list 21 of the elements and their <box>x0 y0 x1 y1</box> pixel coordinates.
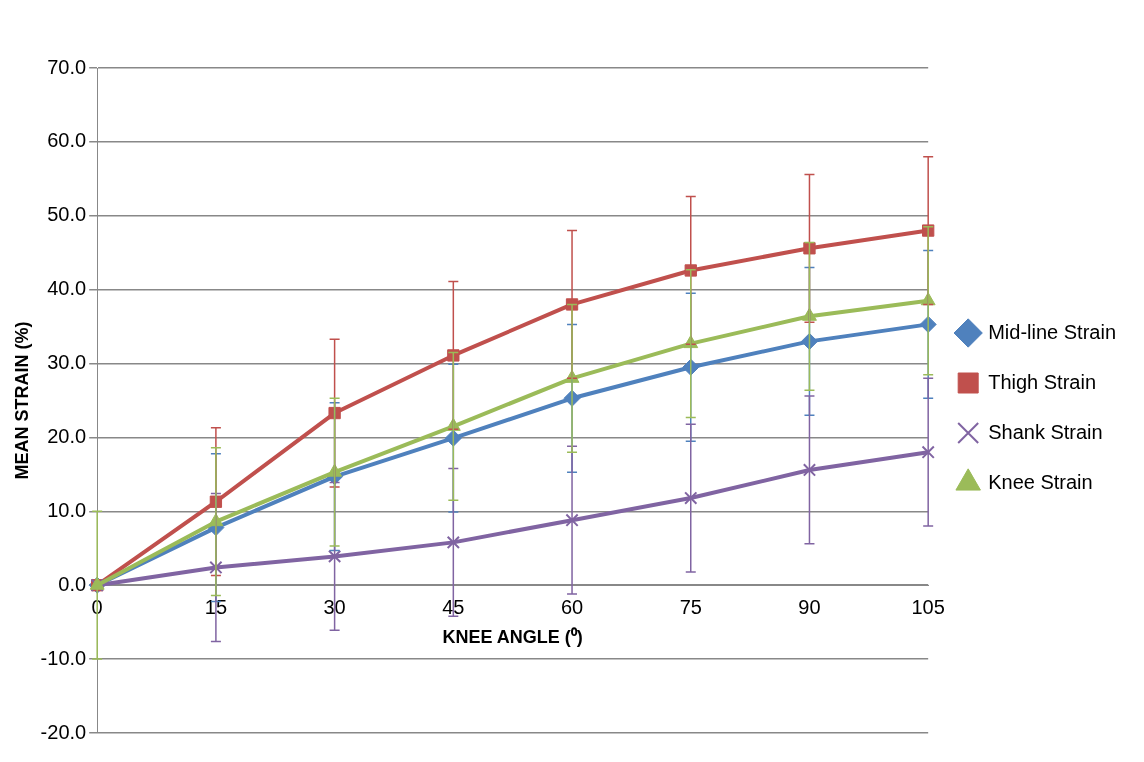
y-axis-title: MEAN STRAIN (%) <box>11 321 32 480</box>
legend-label: Mid-line Strain <box>988 320 1117 343</box>
x-tick-label: 60 <box>560 595 584 618</box>
y-tick-label: -10.0 <box>40 646 87 669</box>
x-tick-label: 105 <box>911 595 945 618</box>
x-tick-label: 75 <box>679 595 702 618</box>
x-tick-label: 90 <box>798 595 821 618</box>
y-tick-label: -20.0 <box>40 720 87 743</box>
legend-label: Thigh Strain <box>988 370 1097 393</box>
y-tick-label: 70.0 <box>47 55 87 78</box>
legend-label: Shank Strain <box>988 420 1103 443</box>
y-tick-label: 60.0 <box>47 129 87 152</box>
y-tick-label: 20.0 <box>47 424 87 447</box>
y-tick-label: 0.0 <box>58 572 87 595</box>
legend-label: Knee Strain <box>988 470 1093 493</box>
y-tick-label: 10.0 <box>47 498 87 521</box>
y-tick-label: 40.0 <box>47 277 87 300</box>
y-tick-label: 50.0 <box>47 203 87 226</box>
x-tick-label: 15 <box>204 595 228 618</box>
y-tick-label: 30.0 <box>47 351 87 374</box>
x-axis-title: KNEE ANGLE (⁰) <box>442 626 583 647</box>
